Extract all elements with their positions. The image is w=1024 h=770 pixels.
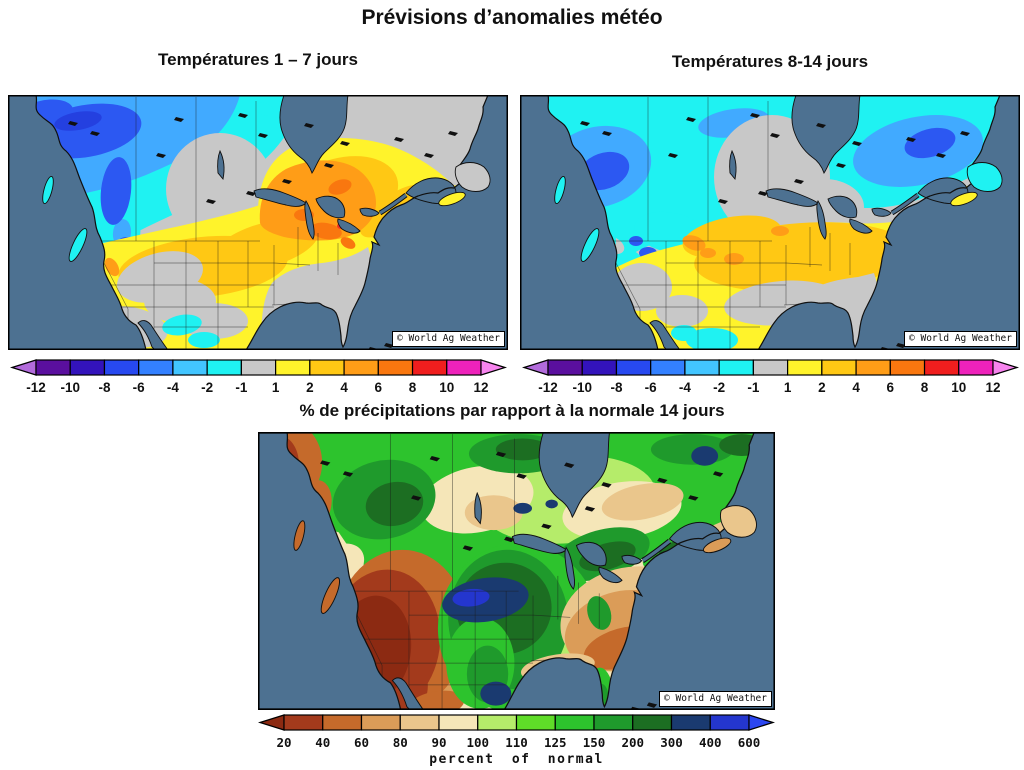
svg-text:400: 400 [699, 735, 722, 750]
svg-text:1: 1 [784, 380, 792, 395]
svg-text:12: 12 [473, 380, 488, 395]
svg-text:300: 300 [660, 735, 683, 750]
svg-text:-10: -10 [60, 380, 80, 395]
temp-1-7-title: Températures 1 – 7 jours [158, 50, 358, 69]
svg-text:-1: -1 [747, 380, 759, 395]
svg-text:125: 125 [544, 735, 567, 750]
svg-text:2: 2 [306, 380, 314, 395]
svg-text:20: 20 [276, 735, 291, 750]
svg-text:percent of normal: percent of normal [429, 752, 604, 767]
page-title: Prévisions d’anomalies météo [361, 6, 663, 29]
svg-text:10: 10 [439, 380, 454, 395]
svg-text:600: 600 [738, 735, 761, 750]
watermark-badge: © World Ag Weather [904, 331, 1017, 347]
precip-percent-normal-map: © World Ag Weather [258, 432, 775, 710]
temp-color-scale-right: -12 -10 -8 -6 -4 -2 -1 1 2 4 6 8 10 12 [521, 359, 1020, 395]
svg-text:-2: -2 [713, 380, 725, 395]
watermark-badge: © World Ag Weather [392, 331, 505, 347]
svg-text:4: 4 [340, 380, 348, 395]
svg-text:6: 6 [887, 380, 895, 395]
temp-8-14-title: Températures 8-14 jours [671, 52, 869, 71]
svg-text:110: 110 [505, 735, 528, 750]
svg-text:-8: -8 [610, 380, 622, 395]
svg-text:-6: -6 [133, 380, 145, 395]
svg-text:10: 10 [951, 380, 966, 395]
svg-text:1: 1 [272, 380, 280, 395]
svg-text:-12: -12 [538, 380, 558, 395]
svg-text:-1: -1 [235, 380, 247, 395]
svg-text:-8: -8 [98, 380, 110, 395]
svg-text:90: 90 [431, 735, 446, 750]
svg-text:80: 80 [393, 735, 408, 750]
svg-text:-12: -12 [26, 380, 46, 395]
svg-text:40: 40 [315, 735, 330, 750]
svg-text:-10: -10 [572, 380, 592, 395]
svg-text:4: 4 [852, 380, 860, 395]
watermark-badge: © World Ag Weather [659, 691, 772, 707]
svg-text:-6: -6 [645, 380, 657, 395]
svg-text:2: 2 [818, 380, 826, 395]
svg-text:8: 8 [921, 380, 929, 395]
temp-color-scale-left: -12 -10 -8 -6 -4 -2 -1 1 2 4 6 8 10 12 [9, 359, 508, 395]
svg-text:60: 60 [354, 735, 369, 750]
svg-text:-2: -2 [201, 380, 213, 395]
svg-text:-4: -4 [167, 380, 179, 395]
svg-text:-4: -4 [679, 380, 691, 395]
precip-color-scale: 20 40 60 80 90 100 110 125 150 200 300 400 600 percen… [257, 714, 776, 767]
temp-anomaly-map-8-14-days: © World Ag Weather [520, 95, 1020, 350]
svg-text:6: 6 [375, 380, 383, 395]
svg-text:8: 8 [409, 380, 417, 395]
svg-text:12: 12 [985, 380, 1000, 395]
svg-text:200: 200 [621, 735, 644, 750]
svg-text:150: 150 [583, 735, 606, 750]
precip-title: % de précipitations par rapport à la nor… [299, 401, 725, 420]
svg-text:100: 100 [466, 735, 489, 750]
temp-anomaly-map-1-7-days: © World Ag Weather [8, 95, 508, 350]
